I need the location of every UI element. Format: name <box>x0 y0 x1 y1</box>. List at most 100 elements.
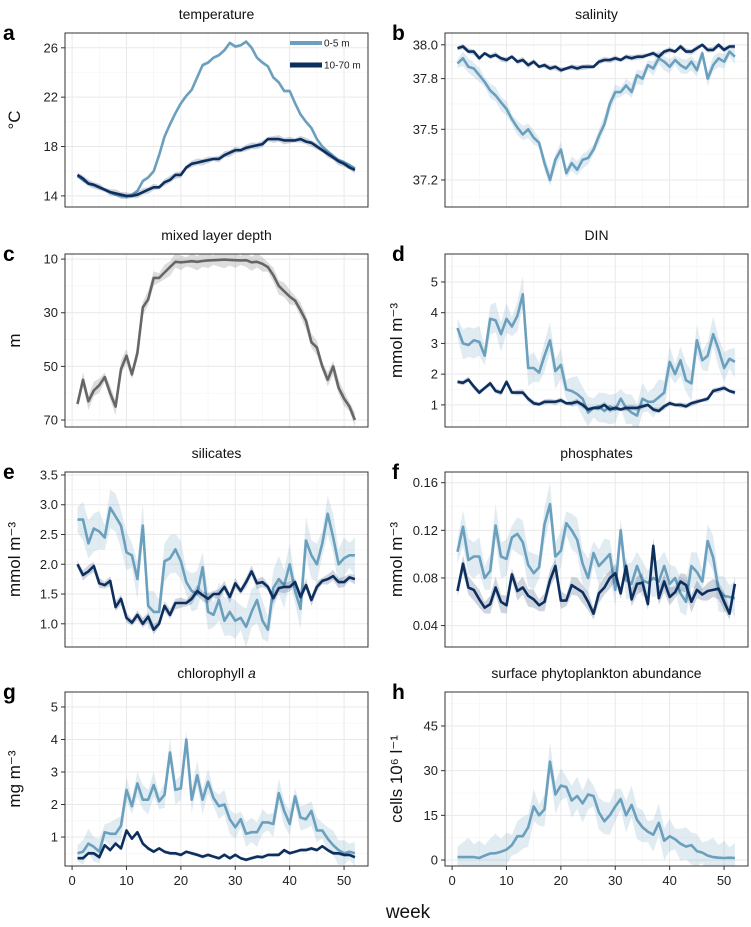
series-line-surface <box>77 506 355 632</box>
panel-letter: c <box>3 243 15 266</box>
panel-title-text: mixed layer depth <box>161 227 272 243</box>
confidence-band-surface <box>77 731 355 866</box>
y-axis-title: mmol m⁻³ <box>387 522 406 597</box>
y-tick-label: 38.0 <box>413 37 438 52</box>
panel-letter: h <box>392 681 405 704</box>
y-tick-label: 0.08 <box>413 570 438 585</box>
x-tick-label: 30 <box>608 873 622 888</box>
y-tick-label: 0 <box>431 853 438 868</box>
y-tick-label: 37.5 <box>413 122 438 137</box>
y-tick-label: 3 <box>51 765 58 780</box>
panel-border <box>444 471 749 648</box>
x-axis-title: week <box>385 902 431 923</box>
y-axis-title: mg m⁻³ <box>5 750 24 807</box>
panel-title: chlorophyll a <box>177 665 256 681</box>
series-line-surface <box>76 258 357 421</box>
plot-area <box>76 489 356 647</box>
y-tick-label: 45 <box>424 718 438 733</box>
y-tick-label: 4 <box>431 305 438 320</box>
panel-title-text: salinity <box>575 6 618 22</box>
legend: 0-5 m 10-70 m <box>290 39 361 72</box>
y-tick-label: 14 <box>44 188 58 203</box>
panel-title: surface phytoplankton abundance <box>491 665 701 681</box>
panel-title: salinity <box>575 6 618 22</box>
y-tick-label: 30 <box>424 763 438 778</box>
confidence-band-surface <box>457 742 735 866</box>
panel-title-text: phosphates <box>560 445 632 461</box>
panel-letter: a <box>3 22 15 45</box>
plot-area <box>456 276 736 427</box>
y-tick-label: 0.12 <box>413 523 438 538</box>
y-tick-label: 3.0 <box>40 497 58 512</box>
panel-border <box>444 32 749 208</box>
y-tick-label: 26 <box>44 40 58 55</box>
series-line-surface <box>456 502 736 604</box>
panel-border <box>64 471 369 648</box>
panel-title: phosphates <box>560 445 632 461</box>
panel-title: DIN <box>584 227 608 243</box>
y-tick-label: 0.16 <box>413 475 438 490</box>
plot-area <box>76 254 357 427</box>
legend-label: 0-5 m <box>324 39 350 50</box>
panel-a: 14 18 22 26 temperature a °C 0-5 m 10-70 m <box>3 6 369 208</box>
series-line-deep <box>457 378 736 413</box>
y-tick-label: 2 <box>431 367 438 382</box>
x-tick-label: 0 <box>448 873 455 888</box>
y-tick-label: 4 <box>51 732 58 747</box>
panel-title-text: silicates <box>192 445 242 461</box>
x-tick-label: 20 <box>174 873 188 888</box>
plot-area <box>77 731 356 866</box>
confidence-band-surface <box>457 46 735 186</box>
panel-d: 1 2 3 4 5 DIN d mmol m⁻³ <box>387 227 749 428</box>
panel-title-text: DIN <box>584 227 608 243</box>
confidence-band-deep <box>457 537 735 620</box>
x-tick-label: 30 <box>228 873 242 888</box>
x-tick-label: 10 <box>499 873 513 888</box>
panel-title: mixed layer depth <box>161 227 272 243</box>
x-tick-label: 40 <box>282 873 296 888</box>
panel-title-text: temperature <box>179 6 255 22</box>
panel-h: 0 15 30 45 0 10 20 30 40 50 surface phytoplankton … <box>387 665 749 888</box>
x-tick-label: 50 <box>337 873 351 888</box>
y-tick-label: 3.5 <box>40 467 58 482</box>
y-tick-label: 2.5 <box>40 527 58 542</box>
plot-area <box>456 42 736 186</box>
panel-border <box>444 253 749 428</box>
confidence-band-surface <box>77 254 355 427</box>
y-tick-label: 18 <box>44 139 58 154</box>
panel-e: 1.0 1.5 2.0 2.5 3.0 3.5 silicates e mmol m⁻³ <box>3 445 369 648</box>
series-line-surface <box>77 738 356 855</box>
panel-border <box>64 253 369 428</box>
panel-f: 0.04 0.08 0.12 0.16 phosphates f mmol m⁻³ <box>387 445 749 648</box>
y-tick-label: 1.0 <box>40 616 58 631</box>
y-tick-label: 2.0 <box>40 557 58 572</box>
y-axis-title: mmol m⁻³ <box>5 522 24 597</box>
series-line-surface <box>457 760 735 860</box>
x-tick-label: 50 <box>717 873 731 888</box>
panel-title: silicates <box>192 445 242 461</box>
panel-border <box>64 691 369 867</box>
y-tick-label: 1 <box>51 830 58 845</box>
y-axis-title: °C <box>5 110 24 129</box>
y-tick-label: 15 <box>424 808 438 823</box>
panel-letter: b <box>392 22 405 45</box>
panel-border <box>64 32 369 208</box>
series-line-deep <box>76 563 356 632</box>
y-axis-title: cells 10⁶ l⁻¹ <box>387 735 406 823</box>
panel-letter: d <box>392 243 405 266</box>
y-tick-label: 10 <box>44 252 58 267</box>
plot-area <box>76 39 356 199</box>
y-tick-label: 22 <box>44 90 58 105</box>
y-tick-label: 50 <box>44 359 58 374</box>
series-line-deep <box>77 829 356 862</box>
x-tick-label: 0 <box>68 873 75 888</box>
confidence-band-deep <box>77 560 355 635</box>
plot-area <box>456 482 737 620</box>
y-tick-label: 5 <box>51 699 58 714</box>
plot-area <box>457 742 735 866</box>
series-line-surface <box>456 50 736 182</box>
x-tick-label: 40 <box>662 873 676 888</box>
panel-title: temperature <box>179 6 255 22</box>
